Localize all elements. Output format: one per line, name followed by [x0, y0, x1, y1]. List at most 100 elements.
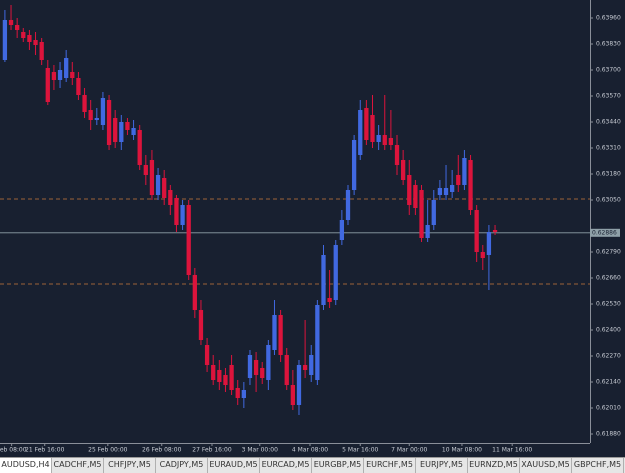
symbol-tab[interactable]: CHFJPY,M5 [104, 458, 156, 473]
candle-body [39, 42, 44, 60]
x-tick-label: 3 Mar 00:00 [242, 447, 278, 454]
symbol-tab[interactable]: AUDUSD,H4 [0, 458, 52, 473]
candle-body [302, 365, 308, 370]
candle-body [8, 20, 14, 25]
candle-body [125, 122, 130, 130]
x-tick-label: 27 Feb 16:00 [192, 447, 232, 454]
chart: 0.63960 0.63830 0.63700 0.63570 0.63440 0.633… [0, 0, 621, 454]
y-tick-label: 0.63310 [596, 145, 621, 152]
candle-body [413, 185, 418, 208]
candle-body [333, 245, 338, 300]
candle-body [94, 118, 99, 120]
symbol-tab[interactable]: GBPCHF,M5 [572, 458, 624, 473]
y-tick-label: 0.62010 [596, 405, 621, 412]
y-tick-label: 0.61880 [596, 431, 621, 438]
y-tick-label: 0.63960 [596, 15, 621, 22]
candle-body [204, 345, 210, 365]
x-tick-label: 21 Feb 16:00 [25, 447, 65, 454]
candle-body [27, 35, 32, 42]
candle-body [88, 110, 93, 120]
y-tick-label: 0.63570 [596, 93, 621, 100]
candle-body [82, 95, 87, 112]
y-tick-label: 0.62140 [596, 379, 621, 386]
y-tick-label: 0.63440 [596, 119, 621, 126]
candle-body [492, 230, 498, 232]
candle-body [278, 315, 283, 355]
candle-body [174, 198, 179, 225]
candle-body [253, 360, 259, 375]
candle-body [266, 345, 271, 380]
bid-label: 0.62886 [592, 229, 617, 236]
candle-body [394, 145, 400, 165]
candle-body [168, 190, 173, 205]
candle-body [468, 160, 473, 210]
symbol-tab[interactable]: EURCHF,M5 [364, 458, 416, 473]
candle-body [2, 20, 8, 60]
candle-body [425, 225, 430, 238]
candle-body [211, 365, 216, 380]
candle-body [106, 100, 112, 145]
symbol-tab[interactable]: XAUUSD,M5 [520, 458, 572, 473]
candle-body [315, 305, 320, 380]
candle-body [229, 365, 234, 390]
x-tick-label: 5 Mar 16:00 [342, 447, 378, 454]
y-tick-label: 0.62790 [596, 249, 621, 256]
candle-body [309, 355, 314, 375]
candle-body [100, 98, 106, 125]
candle-body [345, 190, 351, 220]
symbol-tabs: AUDUSD,H4 CADCHF,M5 CHFJPY,M5 CADJPY,M5 EURA… [0, 457, 625, 473]
candle-body [272, 315, 277, 350]
symbol-tab[interactable]: EURGBP,M5 [312, 458, 364, 473]
candle-body [370, 115, 375, 142]
candle-body [119, 122, 124, 142]
candle-body [113, 118, 118, 142]
x-tick-label: 4 Mar 08:00 [292, 447, 328, 454]
candle-body [400, 160, 406, 180]
candle-body [431, 200, 436, 225]
candle-body [198, 310, 204, 340]
x-tick-label: 7 Mar 00:00 [391, 447, 427, 454]
x-tick-label: 26 Feb 08:00 [142, 447, 182, 454]
symbol-tab[interactable]: EURNZD,M5 [468, 458, 520, 473]
candle-body [247, 355, 253, 378]
candle-body [186, 205, 191, 275]
candle-body [462, 158, 467, 185]
candle-body [192, 275, 197, 310]
candle-body [290, 385, 295, 405]
x-tick-label: 11 Mar 16:00 [492, 447, 532, 454]
candle-body [217, 370, 222, 382]
candle-body [474, 210, 479, 252]
x-tick-label: Feb 08:00 [0, 447, 27, 454]
candle-body [260, 368, 265, 378]
symbol-tab[interactable]: EURJPY,M5 [416, 458, 468, 473]
candle-body [382, 135, 387, 145]
candle-body [57, 70, 63, 80]
symbol-tab[interactable]: CADCHF,M5 [52, 458, 104, 473]
symbol-tab[interactable]: EURAUD,M5 [208, 458, 260, 473]
candle-body [351, 140, 357, 190]
symbol-tab[interactable]: CADJPY,M5 [156, 458, 208, 473]
candle-body [486, 232, 492, 255]
candle-body [407, 175, 412, 205]
candle-body [480, 252, 485, 258]
candle-body [296, 365, 302, 405]
candle-body [437, 188, 443, 195]
candle-body [155, 175, 161, 195]
candle-body [223, 375, 228, 385]
y-tick-label: 0.62270 [596, 353, 621, 360]
candle-body [45, 68, 50, 102]
candle-body [149, 160, 155, 195]
y-tick-label: 0.62660 [596, 275, 621, 282]
candle-body [137, 130, 142, 165]
candle-body [76, 78, 81, 95]
candle-body [235, 388, 240, 398]
candle-body [443, 188, 449, 195]
candle-body [162, 178, 167, 198]
symbol-tab[interactable]: EURCAD,M5 [260, 458, 312, 473]
candle-body [456, 175, 461, 185]
candle-body [376, 135, 381, 142]
candle-body [131, 128, 136, 135]
candle-body [64, 58, 69, 78]
y-tick-label: 0.63830 [596, 41, 621, 48]
